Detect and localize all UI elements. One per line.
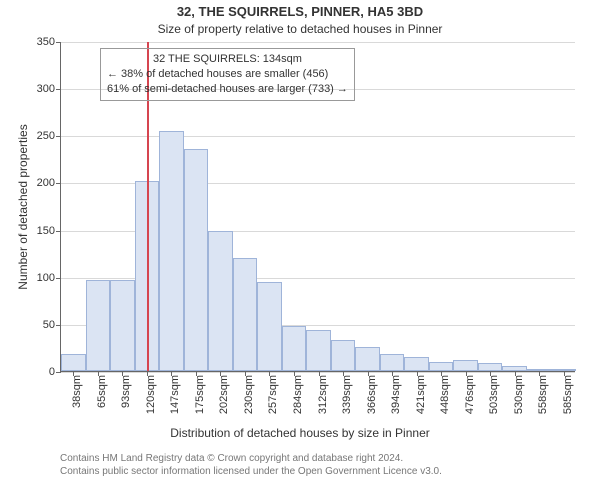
ytick-label: 0 (49, 366, 61, 378)
bar (257, 282, 282, 371)
bar (306, 330, 331, 371)
ytick-label: 150 (37, 225, 61, 237)
bar (380, 354, 405, 371)
annotation-line: 32 THE SQUIRRELS: 134sqm (107, 52, 348, 67)
bar (404, 357, 429, 371)
footer-line: Contains public sector information licen… (60, 465, 442, 478)
xtick-label: 257sqm (267, 375, 279, 414)
xtick-label: 585sqm (562, 375, 574, 414)
footer-attribution: Contains HM Land Registry data © Crown c… (60, 452, 442, 478)
bar (429, 362, 454, 371)
bar (453, 360, 478, 371)
xtick-label: 147sqm (169, 375, 181, 414)
bar (86, 280, 111, 371)
ytick-label: 300 (37, 83, 61, 95)
bar (159, 131, 184, 371)
xtick-label: 312sqm (317, 375, 329, 414)
bar (331, 340, 356, 371)
ytick-label: 50 (43, 319, 61, 331)
annotation-box: 32 THE SQUIRRELS: 134sqm ← 38% of detach… (100, 48, 355, 101)
xtick-label: 448sqm (439, 375, 451, 414)
annotation-line: 61% of semi-detached houses are larger (… (107, 82, 348, 97)
bar (110, 280, 135, 371)
xtick-label: 476sqm (464, 375, 476, 414)
xtick-label: 230sqm (243, 375, 255, 414)
xtick-label: 366sqm (366, 375, 378, 414)
bar (208, 231, 233, 371)
xtick-label: 394sqm (390, 375, 402, 414)
x-axis-label: Distribution of detached houses by size … (0, 426, 600, 440)
bar (184, 149, 209, 371)
y-axis-label: Number of detached properties (16, 124, 30, 289)
bar (61, 354, 86, 371)
bar (282, 326, 307, 371)
xtick-label: 202sqm (218, 375, 230, 414)
xtick-label: 339sqm (341, 375, 353, 414)
bar (355, 347, 380, 371)
xtick-label: 38sqm (71, 375, 83, 408)
xtick-label: 284sqm (292, 375, 304, 414)
chart-subtitle: Size of property relative to detached ho… (0, 22, 600, 36)
ytick-label: 100 (37, 272, 61, 284)
ytick-label: 350 (37, 36, 61, 48)
gridline (61, 136, 575, 137)
xtick-label: 421sqm (415, 375, 427, 414)
ytick-label: 200 (37, 177, 61, 189)
bar (233, 258, 258, 371)
footer-line: Contains HM Land Registry data © Crown c… (60, 452, 442, 465)
xtick-label: 558sqm (537, 375, 549, 414)
gridline (61, 42, 575, 43)
annotation-line: ← 38% of detached houses are smaller (45… (107, 67, 348, 82)
xtick-label: 530sqm (513, 375, 525, 414)
xtick-label: 503sqm (488, 375, 500, 414)
xtick-label: 93sqm (120, 375, 132, 408)
xtick-label: 65sqm (96, 375, 108, 408)
figure: 32, THE SQUIRRELS, PINNER, HA5 3BD Size … (0, 0, 600, 500)
xtick-label: 120sqm (145, 375, 157, 414)
bar (478, 363, 503, 371)
xtick-label: 175sqm (194, 375, 206, 414)
chart-title: 32, THE SQUIRRELS, PINNER, HA5 3BD (0, 4, 600, 19)
ytick-label: 250 (37, 130, 61, 142)
